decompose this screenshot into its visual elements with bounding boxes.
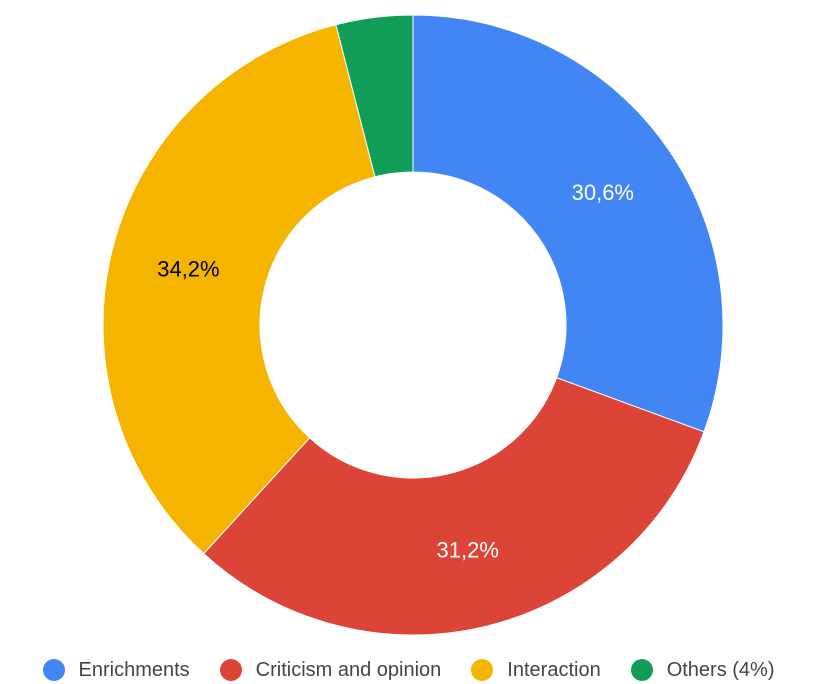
- legend-label-enrichments: Enrichments: [78, 658, 190, 681]
- data-label-interaction: 34,2%: [157, 256, 219, 281]
- legend-item-enrichments[interactable]: Enrichments: [42, 658, 190, 682]
- legend-item-interaction[interactable]: Interaction: [471, 658, 601, 682]
- donut-chart: 30,6% 31,2% 34,2%: [102, 14, 724, 636]
- legend-item-others[interactable]: Others (4%): [630, 658, 775, 682]
- data-label-criticism-and-opinion: 31,2%: [437, 537, 499, 562]
- slice-enrichments[interactable]: [412, 14, 724, 433]
- slice-interaction[interactable]: [102, 24, 376, 555]
- chart-legend: Enrichments Criticism and opinion Intera…: [0, 656, 817, 684]
- legend-marker-criticism-and-opinion: [219, 659, 242, 681]
- slice-criticism-and-opinion[interactable]: [202, 377, 705, 636]
- data-label-enrichments: 30,6%: [572, 180, 634, 205]
- legend-item-criticism-and-opinion[interactable]: Criticism and opinion: [219, 658, 442, 682]
- legend-label-criticism-and-opinion: Criticism and opinion: [255, 658, 442, 681]
- legend-marker-enrichments: [42, 659, 65, 681]
- legend-marker-others: [630, 659, 653, 681]
- legend-label-interaction: Interaction: [507, 658, 601, 681]
- slice-others-4[interactable]: [335, 14, 414, 178]
- legend-label-others: Others (4%): [666, 658, 775, 681]
- legend-marker-interaction: [471, 659, 494, 681]
